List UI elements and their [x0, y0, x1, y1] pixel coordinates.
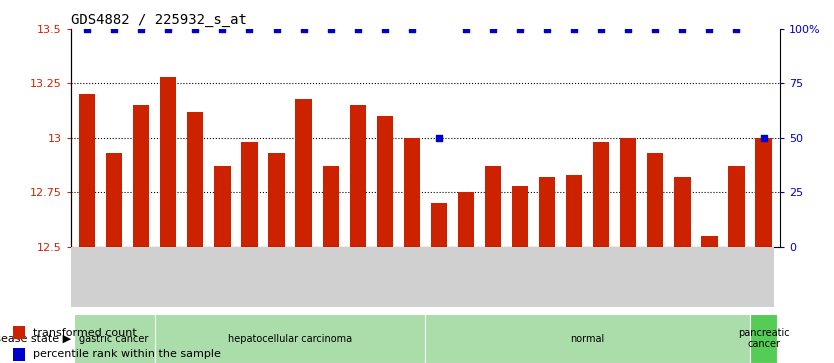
Bar [295, 99, 312, 247]
Point [621, 26, 635, 32]
Bar [133, 105, 149, 247]
Text: percentile rank within the sample: percentile rank within the sample [33, 349, 221, 359]
Point [270, 26, 284, 32]
Point [324, 26, 337, 32]
Bar [269, 153, 284, 247]
Point [216, 26, 229, 32]
Bar [620, 138, 636, 247]
Bar [485, 166, 501, 247]
Point [540, 26, 554, 32]
Bar [756, 138, 771, 247]
Point [243, 26, 256, 32]
Bar [155, 314, 425, 363]
Bar [425, 314, 750, 363]
Point [108, 26, 121, 32]
Bar [728, 166, 745, 247]
Bar [404, 138, 420, 247]
Text: hepatocellular carcinoma: hepatocellular carcinoma [228, 334, 352, 344]
Point [514, 26, 527, 32]
Point [188, 26, 202, 32]
Point [460, 26, 473, 32]
Bar [71, 247, 775, 307]
Text: pancreatic
cancer: pancreatic cancer [738, 328, 789, 350]
Point [378, 26, 391, 32]
Bar [241, 142, 258, 247]
Text: normal: normal [570, 334, 605, 344]
Bar [377, 116, 393, 247]
Bar [214, 166, 230, 247]
Bar [647, 153, 663, 247]
Point [676, 26, 689, 32]
Point [432, 135, 445, 141]
Point [703, 26, 716, 32]
Point [162, 26, 175, 32]
Point [134, 26, 148, 32]
Bar [458, 192, 474, 247]
Bar [160, 77, 177, 247]
Text: disease state ▶: disease state ▶ [0, 334, 72, 344]
Bar [566, 175, 582, 247]
Point [351, 26, 364, 32]
Point [486, 26, 500, 32]
Bar [13, 326, 25, 339]
Bar [512, 186, 528, 247]
Point [595, 26, 608, 32]
Point [567, 26, 580, 32]
Text: transformed count: transformed count [33, 327, 137, 338]
Bar [430, 203, 447, 247]
Bar [73, 314, 155, 363]
Text: gastric cancer: gastric cancer [79, 334, 149, 344]
Point [649, 26, 662, 32]
Bar [701, 236, 717, 247]
Bar [349, 105, 366, 247]
Bar [323, 166, 339, 247]
Point [405, 26, 419, 32]
Bar [674, 177, 691, 247]
Bar [188, 112, 203, 247]
Bar [539, 177, 555, 247]
Text: GDS4882 / 225932_s_at: GDS4882 / 225932_s_at [71, 13, 247, 26]
Point [757, 135, 771, 141]
Bar [106, 153, 123, 247]
Point [297, 26, 310, 32]
Point [80, 26, 93, 32]
Bar [13, 348, 25, 361]
Bar [750, 314, 777, 363]
Point [730, 26, 743, 32]
Bar [593, 142, 610, 247]
Bar [79, 94, 95, 247]
